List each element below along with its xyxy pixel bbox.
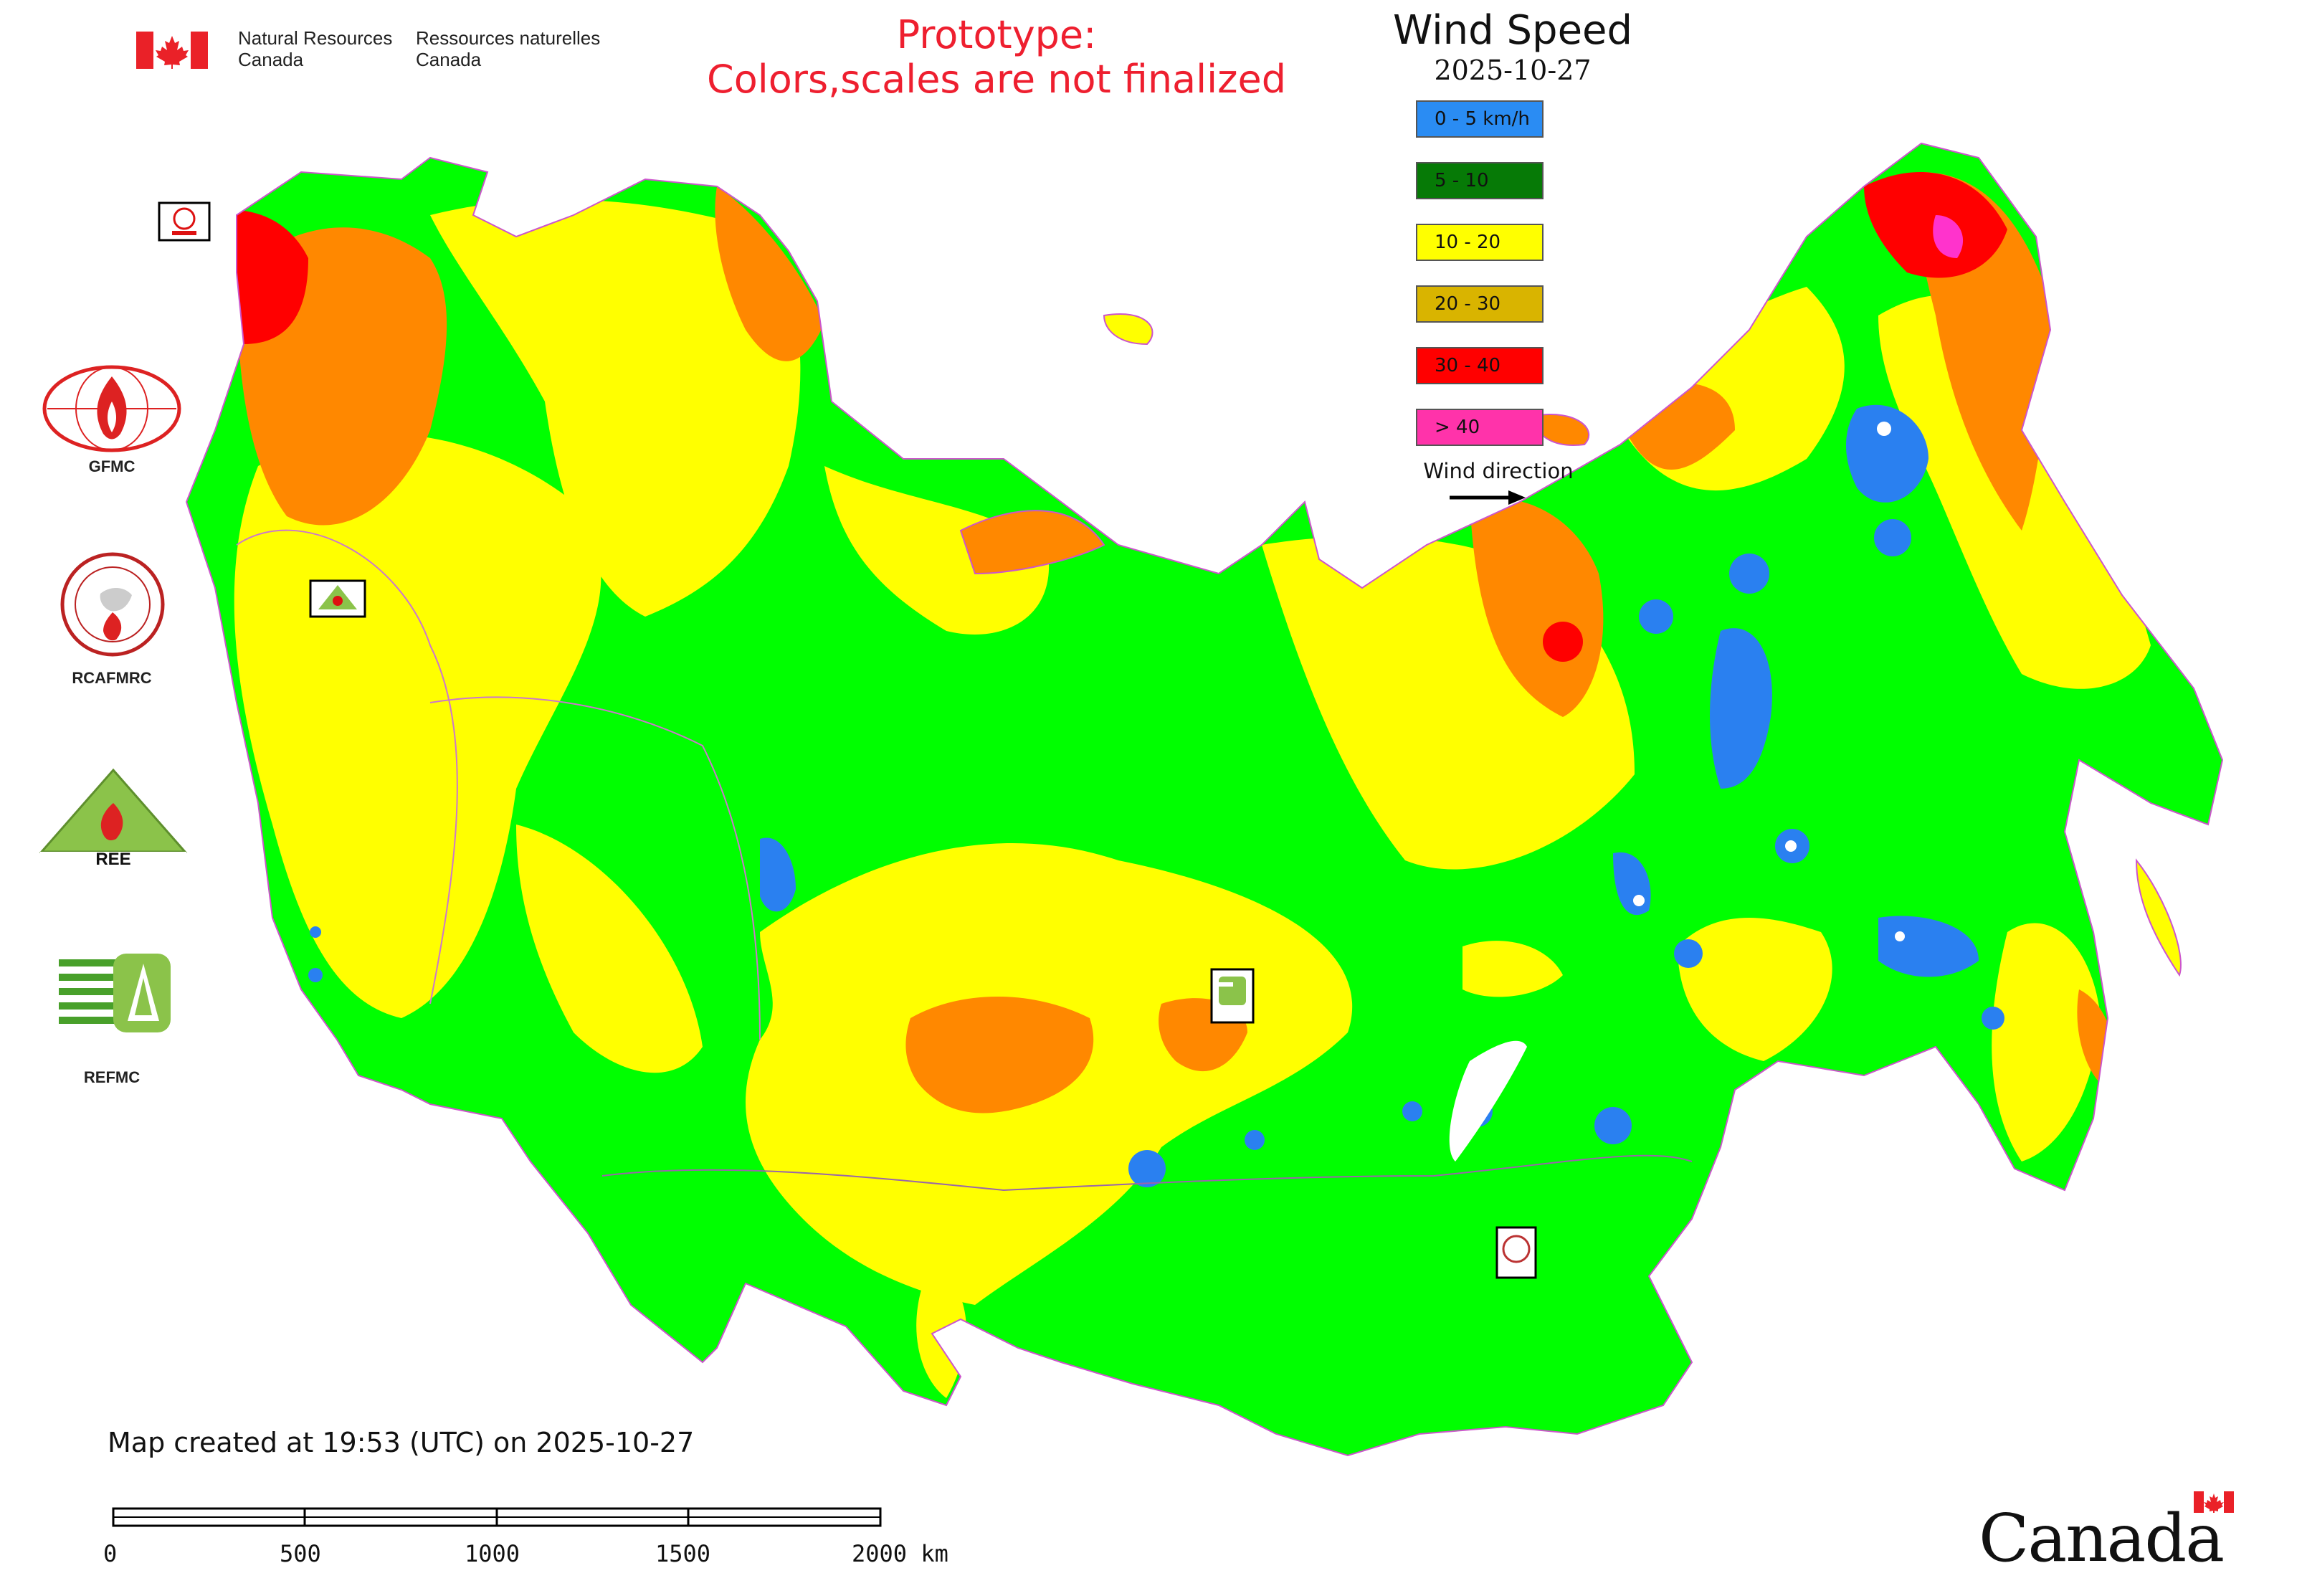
canada-wordmark-flag-icon <box>2194 1491 2234 1513</box>
gfmc-logo-label: GFMC <box>88 457 135 475</box>
legend-date: 2025-10-27 <box>1434 54 1592 86</box>
gfmc-logo <box>42 365 181 452</box>
legend-class-over-40: > 40 <box>1416 409 1544 446</box>
scale-bar <box>112 1507 882 1527</box>
legend-class-0-5: 0 - 5 km/h <box>1416 100 1544 138</box>
map-marker-reefmc <box>309 579 366 618</box>
scale-tick-1500: 1500 <box>655 1540 711 1567</box>
legend-class-20-30: 20 - 30 <box>1416 285 1544 323</box>
rcafmrc-logo-label: RCAFMRC <box>72 669 152 687</box>
agency-signature: Natural Resources Canada Ressources natu… <box>136 26 638 83</box>
rcafmrc-logo <box>60 552 165 657</box>
legend-title: Wind Speed <box>1392 7 1633 54</box>
legend-class-5-10: 5 - 10 <box>1416 162 1544 199</box>
map-marker-gfmc <box>158 201 211 242</box>
svg-text:REE: REE <box>95 850 130 868</box>
map-marker-refmc <box>1210 968 1255 1024</box>
canada-flag-icon <box>136 32 208 69</box>
map-created-timestamp: Map created at 19:53 (UTC) on 2025-10-27 <box>108 1427 695 1458</box>
scale-tick-2000: 2000 km <box>852 1540 948 1567</box>
wind-direction-label: Wind direction <box>1423 459 1574 483</box>
map-marker-rcafmrc <box>1495 1226 1537 1279</box>
legend-class-30-40: 30 - 40 <box>1416 347 1544 384</box>
scale-tick-1000: 1000 <box>465 1540 520 1567</box>
legend-class-10-20: 10 - 20 <box>1416 224 1544 261</box>
agency-name-en: Natural Resources Canada <box>238 27 393 70</box>
reefmc-logo: REE <box>39 768 188 868</box>
canada-wordmark: Canada <box>1979 1491 2251 1577</box>
prototype-notice: Prototype: Colors,scales are not finaliz… <box>707 12 1286 102</box>
scale-tick-500: 500 <box>280 1540 321 1567</box>
refmc-logo-label: REFMC <box>83 1068 141 1086</box>
scale-tick-0: 0 <box>103 1540 118 1567</box>
refmc-logo <box>59 954 171 1032</box>
agency-name-fr: Ressources naturelles Canada <box>416 27 601 70</box>
wind-direction-arrow-icon <box>1450 490 1526 505</box>
